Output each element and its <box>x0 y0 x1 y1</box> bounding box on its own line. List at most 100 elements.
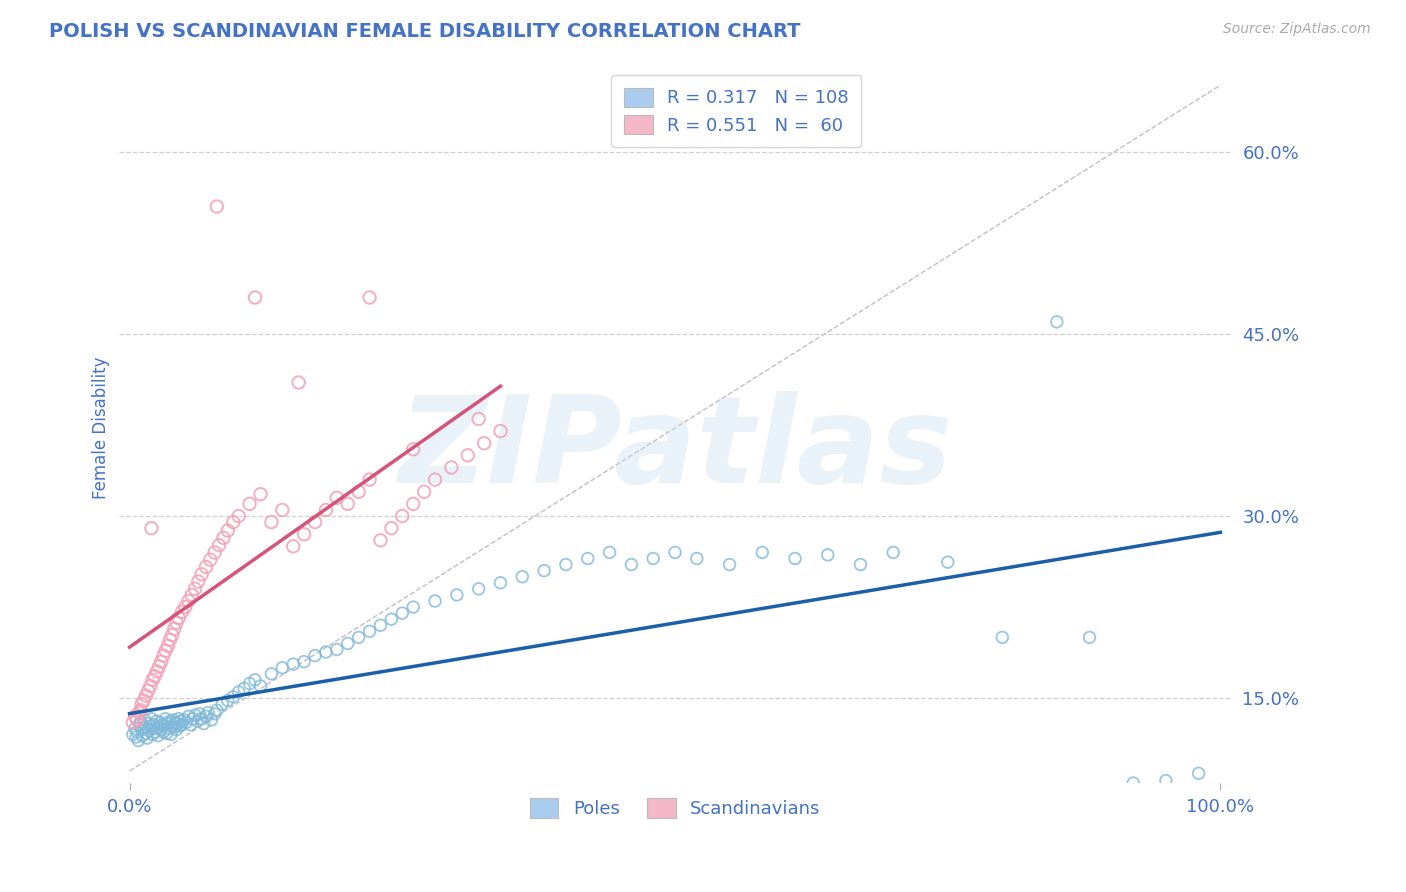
Point <box>166 723 188 737</box>
Point <box>1154 773 1177 788</box>
Point <box>718 558 741 572</box>
Point <box>260 515 283 529</box>
Point <box>489 575 512 590</box>
Point <box>150 723 173 737</box>
Point <box>359 473 381 487</box>
Point <box>315 645 337 659</box>
Point <box>467 412 489 426</box>
Point <box>620 558 643 572</box>
Point <box>132 693 155 707</box>
Point <box>170 718 193 732</box>
Point <box>446 588 468 602</box>
Point <box>533 564 555 578</box>
Point <box>304 648 326 663</box>
Point <box>143 725 166 739</box>
Point <box>599 545 621 559</box>
Point <box>187 574 209 589</box>
Point <box>1046 315 1069 329</box>
Point <box>402 600 425 615</box>
Point <box>135 689 157 703</box>
Point <box>176 715 198 730</box>
Point <box>169 719 191 733</box>
Point <box>260 666 283 681</box>
Point <box>138 723 160 738</box>
Point <box>152 725 174 739</box>
Point <box>184 582 207 596</box>
Point <box>121 727 143 741</box>
Point <box>184 708 207 723</box>
Point <box>283 657 305 672</box>
Point <box>200 552 222 566</box>
Point <box>136 683 159 698</box>
Point <box>165 715 187 730</box>
Point <box>359 291 381 305</box>
Point <box>467 582 489 596</box>
Point <box>370 618 392 632</box>
Point <box>146 665 169 679</box>
Point <box>576 551 599 566</box>
Point <box>783 551 806 566</box>
Point <box>167 712 190 726</box>
Point <box>359 624 381 639</box>
Point <box>217 693 239 707</box>
Legend: Poles, Scandinavians: Poles, Scandinavians <box>522 791 828 825</box>
Point <box>145 722 167 736</box>
Point <box>124 709 146 723</box>
Point <box>292 527 315 541</box>
Point <box>457 448 479 462</box>
Point <box>751 545 773 559</box>
Point <box>200 713 222 727</box>
Point <box>131 729 153 743</box>
Point <box>1188 766 1211 780</box>
Point <box>228 685 250 699</box>
Point <box>155 712 177 726</box>
Point <box>211 697 233 711</box>
Point <box>143 669 166 683</box>
Point <box>1078 631 1101 645</box>
Point <box>170 605 193 619</box>
Point <box>129 703 152 717</box>
Point <box>243 291 266 305</box>
Text: POLISH VS SCANDINAVIAN FEMALE DISABILITY CORRELATION CHART: POLISH VS SCANDINAVIAN FEMALE DISABILITY… <box>49 22 800 41</box>
Point <box>127 713 149 727</box>
Point <box>124 722 146 736</box>
Text: Source: ZipAtlas.com: Source: ZipAtlas.com <box>1223 22 1371 37</box>
Point <box>166 615 188 630</box>
Point <box>239 497 262 511</box>
Point <box>193 716 215 731</box>
Point <box>336 497 359 511</box>
Point <box>131 723 153 737</box>
Point <box>166 716 188 731</box>
Point <box>131 697 153 711</box>
Point <box>170 714 193 728</box>
Point <box>190 567 212 582</box>
Point <box>664 545 686 559</box>
Point <box>936 555 959 569</box>
Point <box>347 631 370 645</box>
Point <box>271 503 294 517</box>
Point <box>160 719 183 733</box>
Point <box>177 594 200 608</box>
Point <box>991 631 1014 645</box>
Point <box>136 731 159 746</box>
Point <box>228 508 250 523</box>
Point <box>472 436 495 450</box>
Point <box>160 727 183 741</box>
Point <box>380 612 402 626</box>
Point <box>194 709 217 723</box>
Point <box>402 442 425 457</box>
Point <box>156 639 179 653</box>
Point <box>155 644 177 658</box>
Point <box>153 719 176 733</box>
Point <box>686 551 709 566</box>
Point <box>156 726 179 740</box>
Point <box>162 713 184 727</box>
Point <box>197 706 219 720</box>
Point <box>283 540 305 554</box>
Point <box>132 720 155 734</box>
Point <box>239 676 262 690</box>
Point <box>129 715 152 730</box>
Point <box>1122 776 1144 790</box>
Point <box>152 648 174 663</box>
Point <box>391 606 413 620</box>
